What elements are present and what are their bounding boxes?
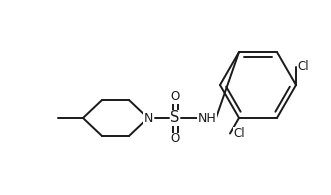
Text: S: S (170, 111, 180, 126)
Text: N: N (143, 112, 153, 124)
Text: O: O (170, 90, 180, 104)
Text: NH: NH (198, 112, 216, 124)
Text: Cl: Cl (297, 60, 309, 74)
Text: Cl: Cl (233, 127, 245, 140)
Text: O: O (170, 132, 180, 145)
